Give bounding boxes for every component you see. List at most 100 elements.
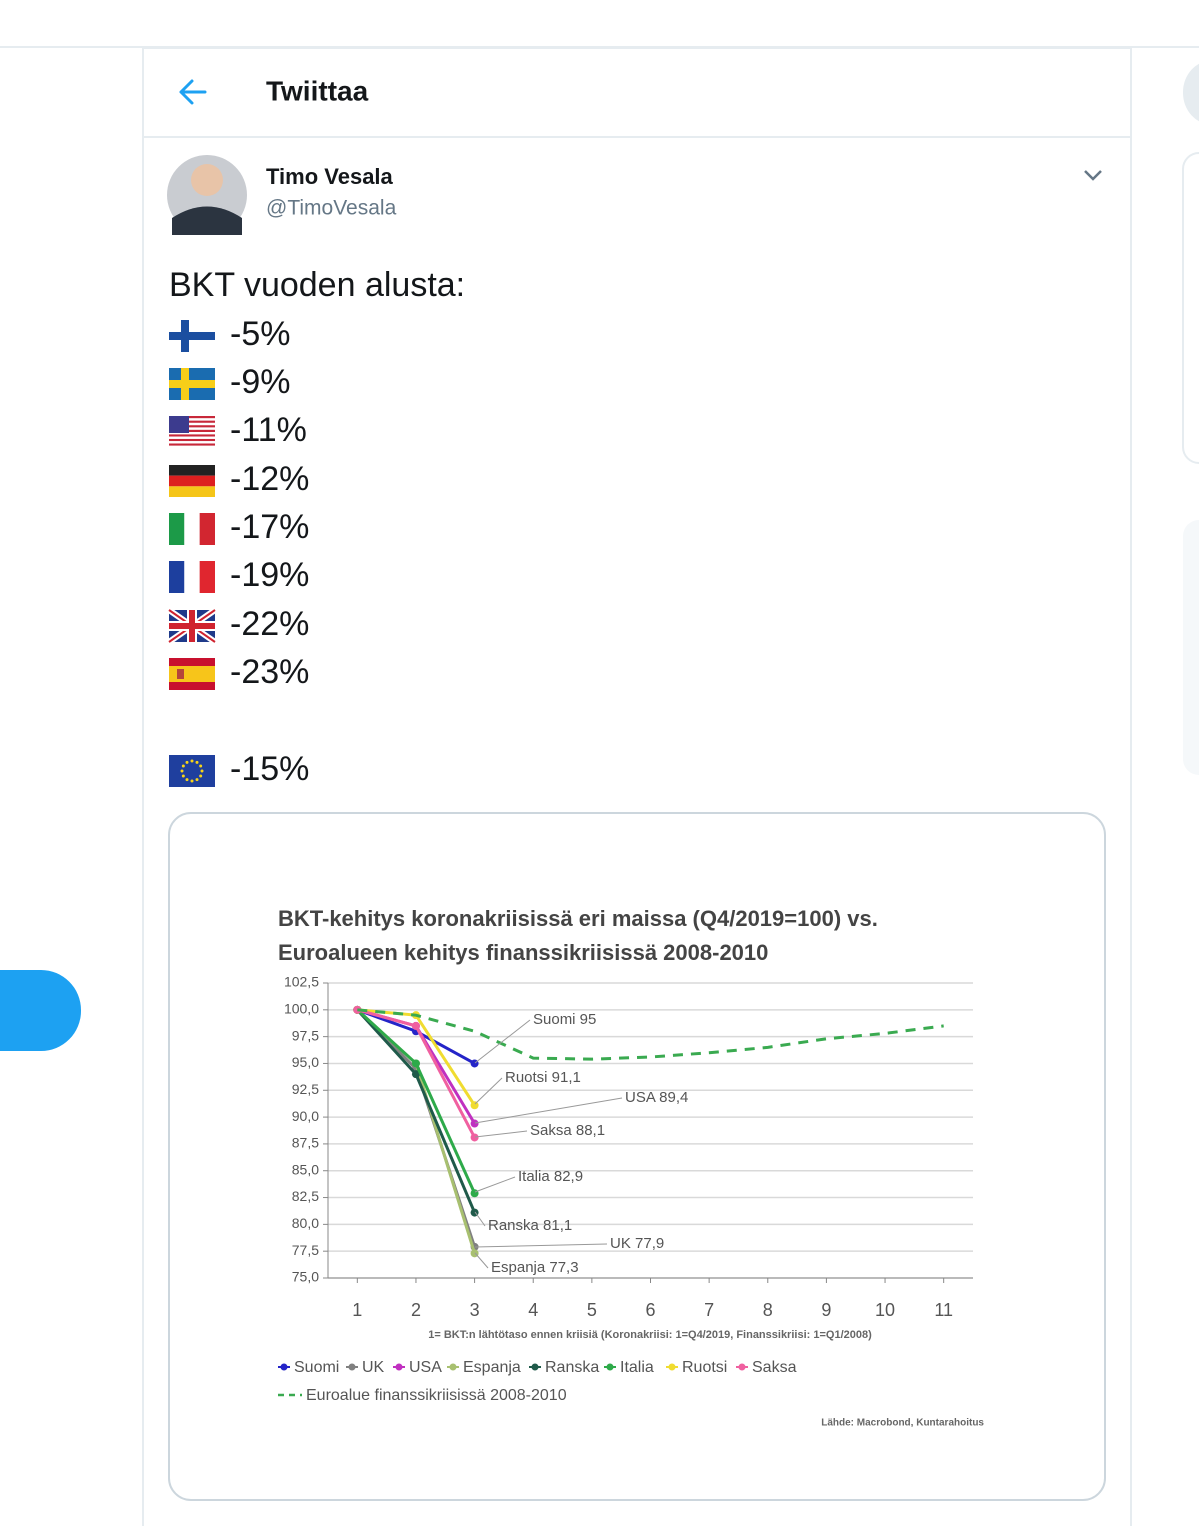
flag-part [169,416,215,419]
flag-star [195,760,199,764]
leader-line [474,1019,531,1064]
media-card[interactable] [168,812,1106,1501]
y-tick-label: 87,5 [292,1135,319,1151]
point [411,1021,420,1030]
flag-star [195,778,199,782]
flag-part [169,561,185,593]
x-tick-label: 1 [352,1300,362,1320]
legend-swatch [449,1363,457,1371]
point [411,1070,420,1079]
legend-swatch [280,1363,288,1371]
annotation: Espanja 77,3 [491,1259,579,1276]
tweet-line: -5% [230,315,290,353]
source: Lähde: Macrobond, Kuntarahoitus [821,1418,984,1429]
annotation: Saksa 88,1 [530,1122,605,1139]
flag-part [169,332,215,340]
flag-star [181,774,185,778]
tweet-line: -22% [230,605,309,643]
y-tick-label: 92,5 [292,1081,319,1097]
flag-part [169,416,189,433]
legend-swatch [606,1363,614,1371]
tweet-line: -12% [230,460,309,498]
flag-part [169,441,215,444]
legend-label: UK [362,1359,385,1376]
search-box[interactable] [1183,60,1199,125]
series-line [357,1008,944,1061]
leader-line [474,1097,623,1124]
y-tick-label: 97,5 [292,1027,319,1043]
flag-part [169,445,215,448]
flag [169,513,215,545]
flag-part [169,465,215,476]
author-handle[interactable]: @TimoVesala [266,197,397,220]
x-tick-label: 7 [704,1300,714,1320]
legend-swatch [738,1363,746,1371]
legend-label: Italia [620,1359,654,1376]
flag-part [169,418,215,421]
flag [167,607,217,645]
y-tick-label: 85,0 [292,1161,319,1177]
flag-part [169,443,215,446]
y-tick-label: 90,0 [292,1108,319,1124]
flag-part [169,425,215,428]
legend-label: USA [409,1359,442,1376]
tweet-line: -15% [230,750,309,788]
y-tick-label: 80,0 [292,1215,319,1231]
flag-part [169,429,215,432]
more-menu[interactable] [1084,170,1102,181]
flag-part [177,669,184,679]
legend-swatch [668,1363,676,1371]
x-tick-label: 11 [934,1300,953,1320]
y-tick-label: 75,0 [292,1269,319,1285]
flag [169,368,215,400]
x-tick-label: 6 [645,1300,655,1320]
flag-part [169,434,215,437]
tweet-line: -19% [230,556,309,594]
x-tick-label: 3 [470,1300,480,1320]
annotation: USA 89,4 [625,1089,688,1106]
flag-star [181,764,185,768]
leader-line [474,1243,608,1248]
author-name[interactable]: Timo Vesala [266,164,394,189]
flag-star [190,759,194,763]
flag-star [199,764,203,768]
legend-swatch [395,1363,403,1371]
flag-part [169,436,215,439]
tweet-intro: BKT vuoden alusta: [169,266,465,304]
y-tick-label: 77,5 [292,1242,319,1258]
flag-part [184,561,200,593]
flag-part [169,623,215,629]
leader-line [474,1176,516,1193]
point [470,1119,479,1128]
flag-part [169,432,215,435]
flag-star [185,778,189,782]
x-tick-label: 8 [763,1300,773,1320]
tweet-line: -23% [230,653,309,691]
back-button[interactable] [179,79,207,105]
flag-part [169,427,215,430]
tweet-button[interactable] [0,970,81,1051]
x-tick-label: 4 [528,1300,538,1320]
leader-line [474,1077,503,1105]
header-title: Twiittaa [266,75,369,106]
avatar-body [172,206,242,235]
flag-part [169,666,215,682]
annotation: Ranska 81,1 [488,1217,572,1234]
flag-part [169,380,215,388]
annotation: Suomi 95 [533,1011,596,1028]
flag-part [169,420,215,423]
x-tick-label: 5 [587,1300,597,1320]
flag-star [190,779,194,783]
flag-part [184,513,200,545]
flag [169,755,215,787]
y-tick-label: 102,5 [284,974,319,990]
point [411,1059,420,1068]
flag-star [199,774,203,778]
leader-line [474,1130,528,1138]
x-tick-label: 10 [875,1300,895,1320]
annotation: UK 77,9 [610,1235,664,1252]
flag-part [169,422,215,426]
flag-star [180,769,184,773]
legend-label: Ruotsi [682,1359,727,1376]
